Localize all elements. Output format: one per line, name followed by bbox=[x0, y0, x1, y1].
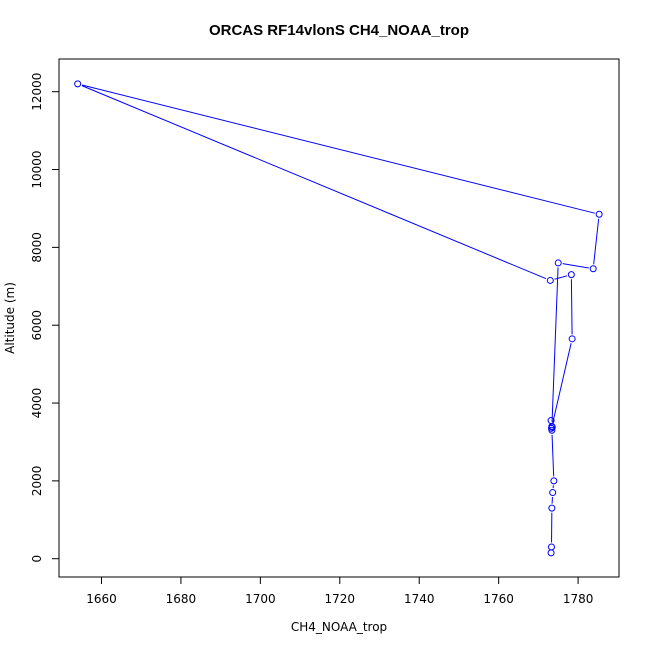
series-line-segment bbox=[551, 434, 555, 477]
data-point bbox=[595, 210, 603, 218]
data-point bbox=[74, 80, 82, 88]
y-tick-label: 0 bbox=[30, 555, 44, 563]
series-line-segment bbox=[81, 85, 547, 280]
y-tick-label: 12000 bbox=[30, 73, 44, 111]
y-tick-label: 6000 bbox=[30, 310, 44, 341]
data-point bbox=[548, 504, 556, 512]
y-tick-label: 8000 bbox=[30, 232, 44, 263]
y-tick-label: 4000 bbox=[30, 388, 44, 419]
series-line-segment bbox=[570, 279, 573, 335]
series-layer bbox=[74, 80, 603, 557]
data-point bbox=[550, 477, 558, 485]
data-point bbox=[547, 424, 555, 432]
data-point bbox=[548, 423, 556, 431]
x-tick-label: 1760 bbox=[483, 592, 514, 606]
data-point bbox=[554, 259, 562, 267]
series-line-segment bbox=[593, 218, 600, 265]
data-point bbox=[549, 489, 557, 497]
x-tick-label: 1680 bbox=[166, 592, 197, 606]
data-point bbox=[546, 276, 554, 284]
series-line-segment bbox=[552, 343, 572, 425]
data-point bbox=[568, 335, 576, 343]
x-tick-label: 1660 bbox=[86, 592, 117, 606]
data-point bbox=[589, 265, 597, 273]
series-line-segment bbox=[562, 263, 589, 269]
y-tick-label: 2000 bbox=[30, 466, 44, 497]
x-tick-label: 1720 bbox=[325, 592, 356, 606]
series-line-segment bbox=[551, 267, 559, 422]
series-line-segment bbox=[554, 275, 568, 280]
x-tick-label: 1740 bbox=[404, 592, 435, 606]
y-axis-label: Altitude (m) bbox=[3, 282, 17, 354]
x-axis-label: CH4_NOAA_trop bbox=[291, 620, 387, 634]
x-axis: 1660 1680 1700 1720 1740 1760 1780 bbox=[86, 576, 594, 606]
data-point bbox=[567, 271, 575, 279]
y-axis: 0 2000 4000 6000 8000 10000 12000 bbox=[30, 73, 60, 563]
chart-title: ORCAS RF14vlonS CH4_NOAA_trop bbox=[209, 22, 469, 39]
y-tick-label: 10000 bbox=[30, 150, 44, 188]
x-tick-label: 1780 bbox=[563, 592, 594, 606]
data-point bbox=[547, 543, 555, 551]
x-tick-label: 1700 bbox=[245, 592, 276, 606]
series-line-segment bbox=[81, 84, 595, 214]
